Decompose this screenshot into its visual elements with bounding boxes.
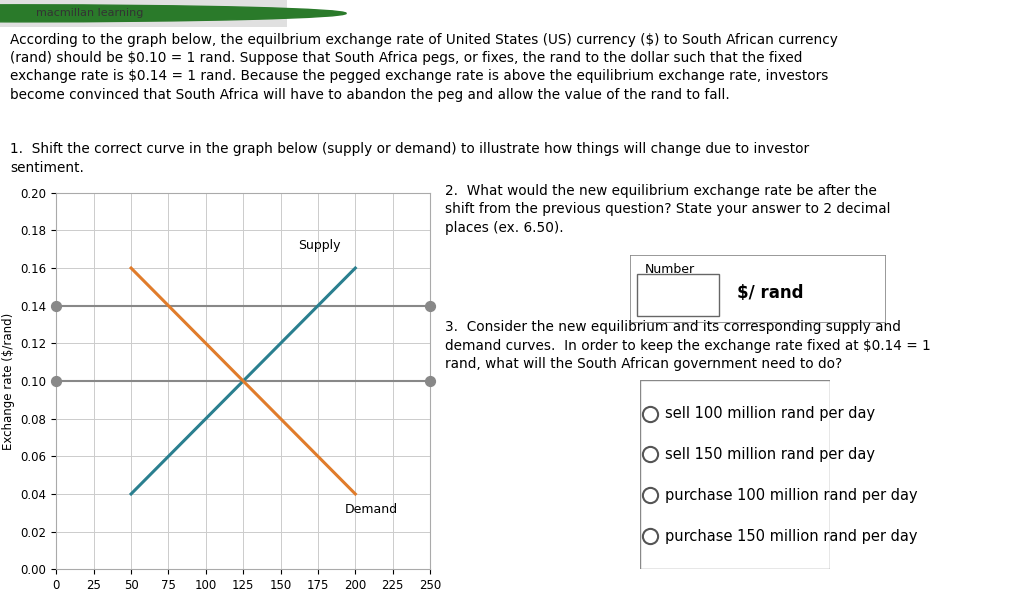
Text: purchase 100 million rand per day: purchase 100 million rand per day bbox=[665, 488, 918, 503]
Point bbox=[821, 168, 838, 177]
Text: Number: Number bbox=[645, 263, 695, 276]
FancyBboxPatch shape bbox=[637, 274, 719, 317]
Circle shape bbox=[0, 5, 346, 22]
Text: Supply: Supply bbox=[299, 239, 341, 252]
Bar bbox=[0, 0, 287, 27]
Point bbox=[48, 301, 65, 310]
Text: According to the graph below, the equilbrium exchange rate of United States (US): According to the graph below, the equilb… bbox=[10, 33, 838, 102]
Text: 1.  Shift the correct curve in the graph below (supply or demand) to illustrate : 1. Shift the correct curve in the graph … bbox=[10, 142, 809, 175]
Point bbox=[48, 376, 65, 385]
Text: 3.  Consider the new equilibrium and its corresponding supply and
demand curves.: 3. Consider the new equilibrium and its … bbox=[445, 320, 931, 371]
Text: purchase 150 million rand per day: purchase 150 million rand per day bbox=[665, 528, 918, 544]
Text: 2.  What would the new equilibrium exchange rate be after the
shift from the pre: 2. What would the new equilibrium exchan… bbox=[445, 184, 891, 235]
Text: sell 100 million rand per day: sell 100 million rand per day bbox=[665, 406, 874, 421]
Text: sell 150 million rand per day: sell 150 million rand per day bbox=[665, 447, 874, 462]
Point bbox=[422, 301, 438, 310]
Point bbox=[422, 376, 438, 385]
Text: $/ rand: $/ rand bbox=[737, 284, 804, 302]
Text: Demand: Demand bbox=[345, 503, 398, 516]
Text: macmillan learning: macmillan learning bbox=[36, 8, 143, 18]
Y-axis label: Exchange rate ($/rand): Exchange rate ($/rand) bbox=[2, 313, 15, 449]
